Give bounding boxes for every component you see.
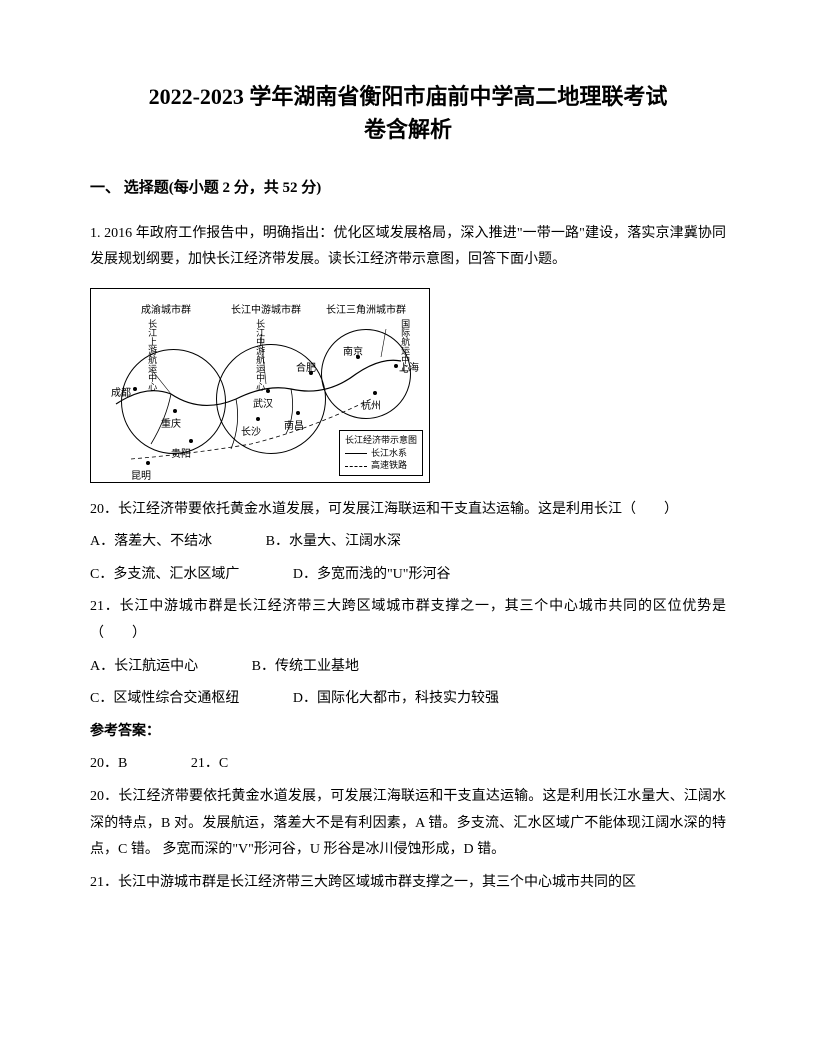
q20-stem: 20．长江经济带要依托黄金水道发展，可发展江海联运和干支直达运输。这是利用长江（… — [90, 497, 726, 524]
city-wuhan: 武汉 — [253, 395, 273, 414]
q20-optC: C．多支流、汇水区域广 — [90, 562, 239, 589]
q21-options-row1: A．长江航运中心 B．传统工业基地 — [90, 654, 726, 681]
city-chongqing: 重庆 — [161, 415, 181, 434]
city-kunming: 昆明 — [131, 467, 151, 486]
label-zhongyou-center: 长江中游航运中心 — [251, 319, 268, 374]
q21-optA: A．长江航运中心 — [90, 654, 198, 681]
city-nanchang: 南昌 — [284, 417, 304, 436]
q21-options-row2: C．区域性综合交通枢纽 D．国际化大都市，科技实力较强 — [90, 686, 726, 713]
figure-container: 成渝城市群 长江中游城市群 长江三角洲城市群 长江上游航运中心 长江中游航运中心… — [90, 288, 726, 483]
legend-river-row: 长江水系 — [345, 447, 417, 460]
dot-chongqing — [173, 409, 177, 413]
label-guoji-center: 国际航运中心 — [396, 319, 413, 364]
ans20: 20．B — [90, 751, 127, 778]
dot-nanchang — [296, 411, 300, 415]
circle-chengyu — [121, 349, 226, 454]
dot-guiyang — [189, 439, 193, 443]
ans21: 21．C — [191, 751, 228, 778]
q21-optC: C．区域性综合交通枢纽 — [90, 686, 239, 713]
q21-stem: 21．长江中游城市群是长江经济带三大跨区域城市群支撑之一，其三个中心城市共同的区… — [90, 594, 726, 647]
dot-chengdu — [133, 387, 137, 391]
explain21: 21．长江中游城市群是长江经济带三大跨区域城市群支撑之一，其三个中心城市共同的区 — [90, 870, 726, 897]
legend-rail-line — [345, 466, 367, 467]
question-intro: 1. 2016 年政府工作报告中，明确指出：优化区域发展格局，深入推进"一带一路… — [90, 221, 726, 274]
legend-box: 长江经济带示意图 长江水系 高速铁路 — [339, 430, 423, 476]
city-guiyang: 贵阳 — [171, 445, 191, 464]
city-changsha: 长沙 — [241, 423, 261, 442]
document-title: 2022-2023 学年湖南省衡阳市庙前中学高二地理联考试 卷含解析 — [90, 80, 726, 146]
title-line-2: 卷含解析 — [90, 113, 726, 146]
city-chengdu: 成都 — [111, 384, 131, 403]
answer-line: 20．B 21．C — [90, 751, 726, 778]
label-sanjiao: 长江三角洲城市群 — [326, 301, 406, 320]
q20-options-row1: A．落差大、不结冰 B．水量大、江阔水深 — [90, 529, 726, 556]
dot-hangzhou — [373, 391, 377, 395]
city-shanghai: 上海 — [399, 359, 419, 378]
q20-optA: A．落差大、不结冰 — [90, 529, 212, 556]
q20-optB: B．水量大、江阔水深 — [266, 529, 401, 556]
legend-rail-row: 高速铁路 — [345, 459, 417, 472]
q20-options-row2: C．多支流、汇水区域广 D．多宽而浅的"U"形河谷 — [90, 562, 726, 589]
dot-shanghai — [394, 364, 398, 368]
legend-river-label: 长江水系 — [371, 448, 407, 458]
legend-title: 长江经济带示意图 — [345, 434, 417, 447]
dot-changsha — [256, 417, 260, 421]
answer-label: 参考答案： — [90, 719, 726, 746]
q21-optB: B．传统工业基地 — [252, 654, 359, 681]
q21-optD: D．国际化大都市，科技实力较强 — [293, 686, 499, 713]
explain20: 20．长江经济带要依托黄金水道发展，可发展江海联运和干支直达运输。这是利用长江水… — [90, 784, 726, 864]
legend-river-line — [345, 453, 367, 454]
legend-rail-label: 高速铁路 — [371, 460, 407, 470]
label-shangyou-center: 长江上游航运中心 — [143, 319, 160, 374]
q20-optD: D．多宽而浅的"U"形河谷 — [293, 562, 451, 589]
city-nanjing: 南京 — [343, 343, 363, 362]
map-figure: 成渝城市群 长江中游城市群 长江三角洲城市群 长江上游航运中心 长江中游航运中心… — [90, 288, 430, 483]
city-hangzhou: 杭州 — [361, 397, 381, 416]
label-chengyu: 成渝城市群 — [141, 301, 191, 320]
dot-wuhan — [266, 389, 270, 393]
title-line-1: 2022-2023 学年湖南省衡阳市庙前中学高二地理联考试 — [90, 80, 726, 113]
section-header: 一、 选择题(每小题 2 分，共 52 分) — [90, 174, 726, 203]
label-zhongyou: 长江中游城市群 — [231, 301, 301, 320]
dot-kunming — [146, 461, 150, 465]
city-hefei: 合肥 — [296, 359, 316, 378]
